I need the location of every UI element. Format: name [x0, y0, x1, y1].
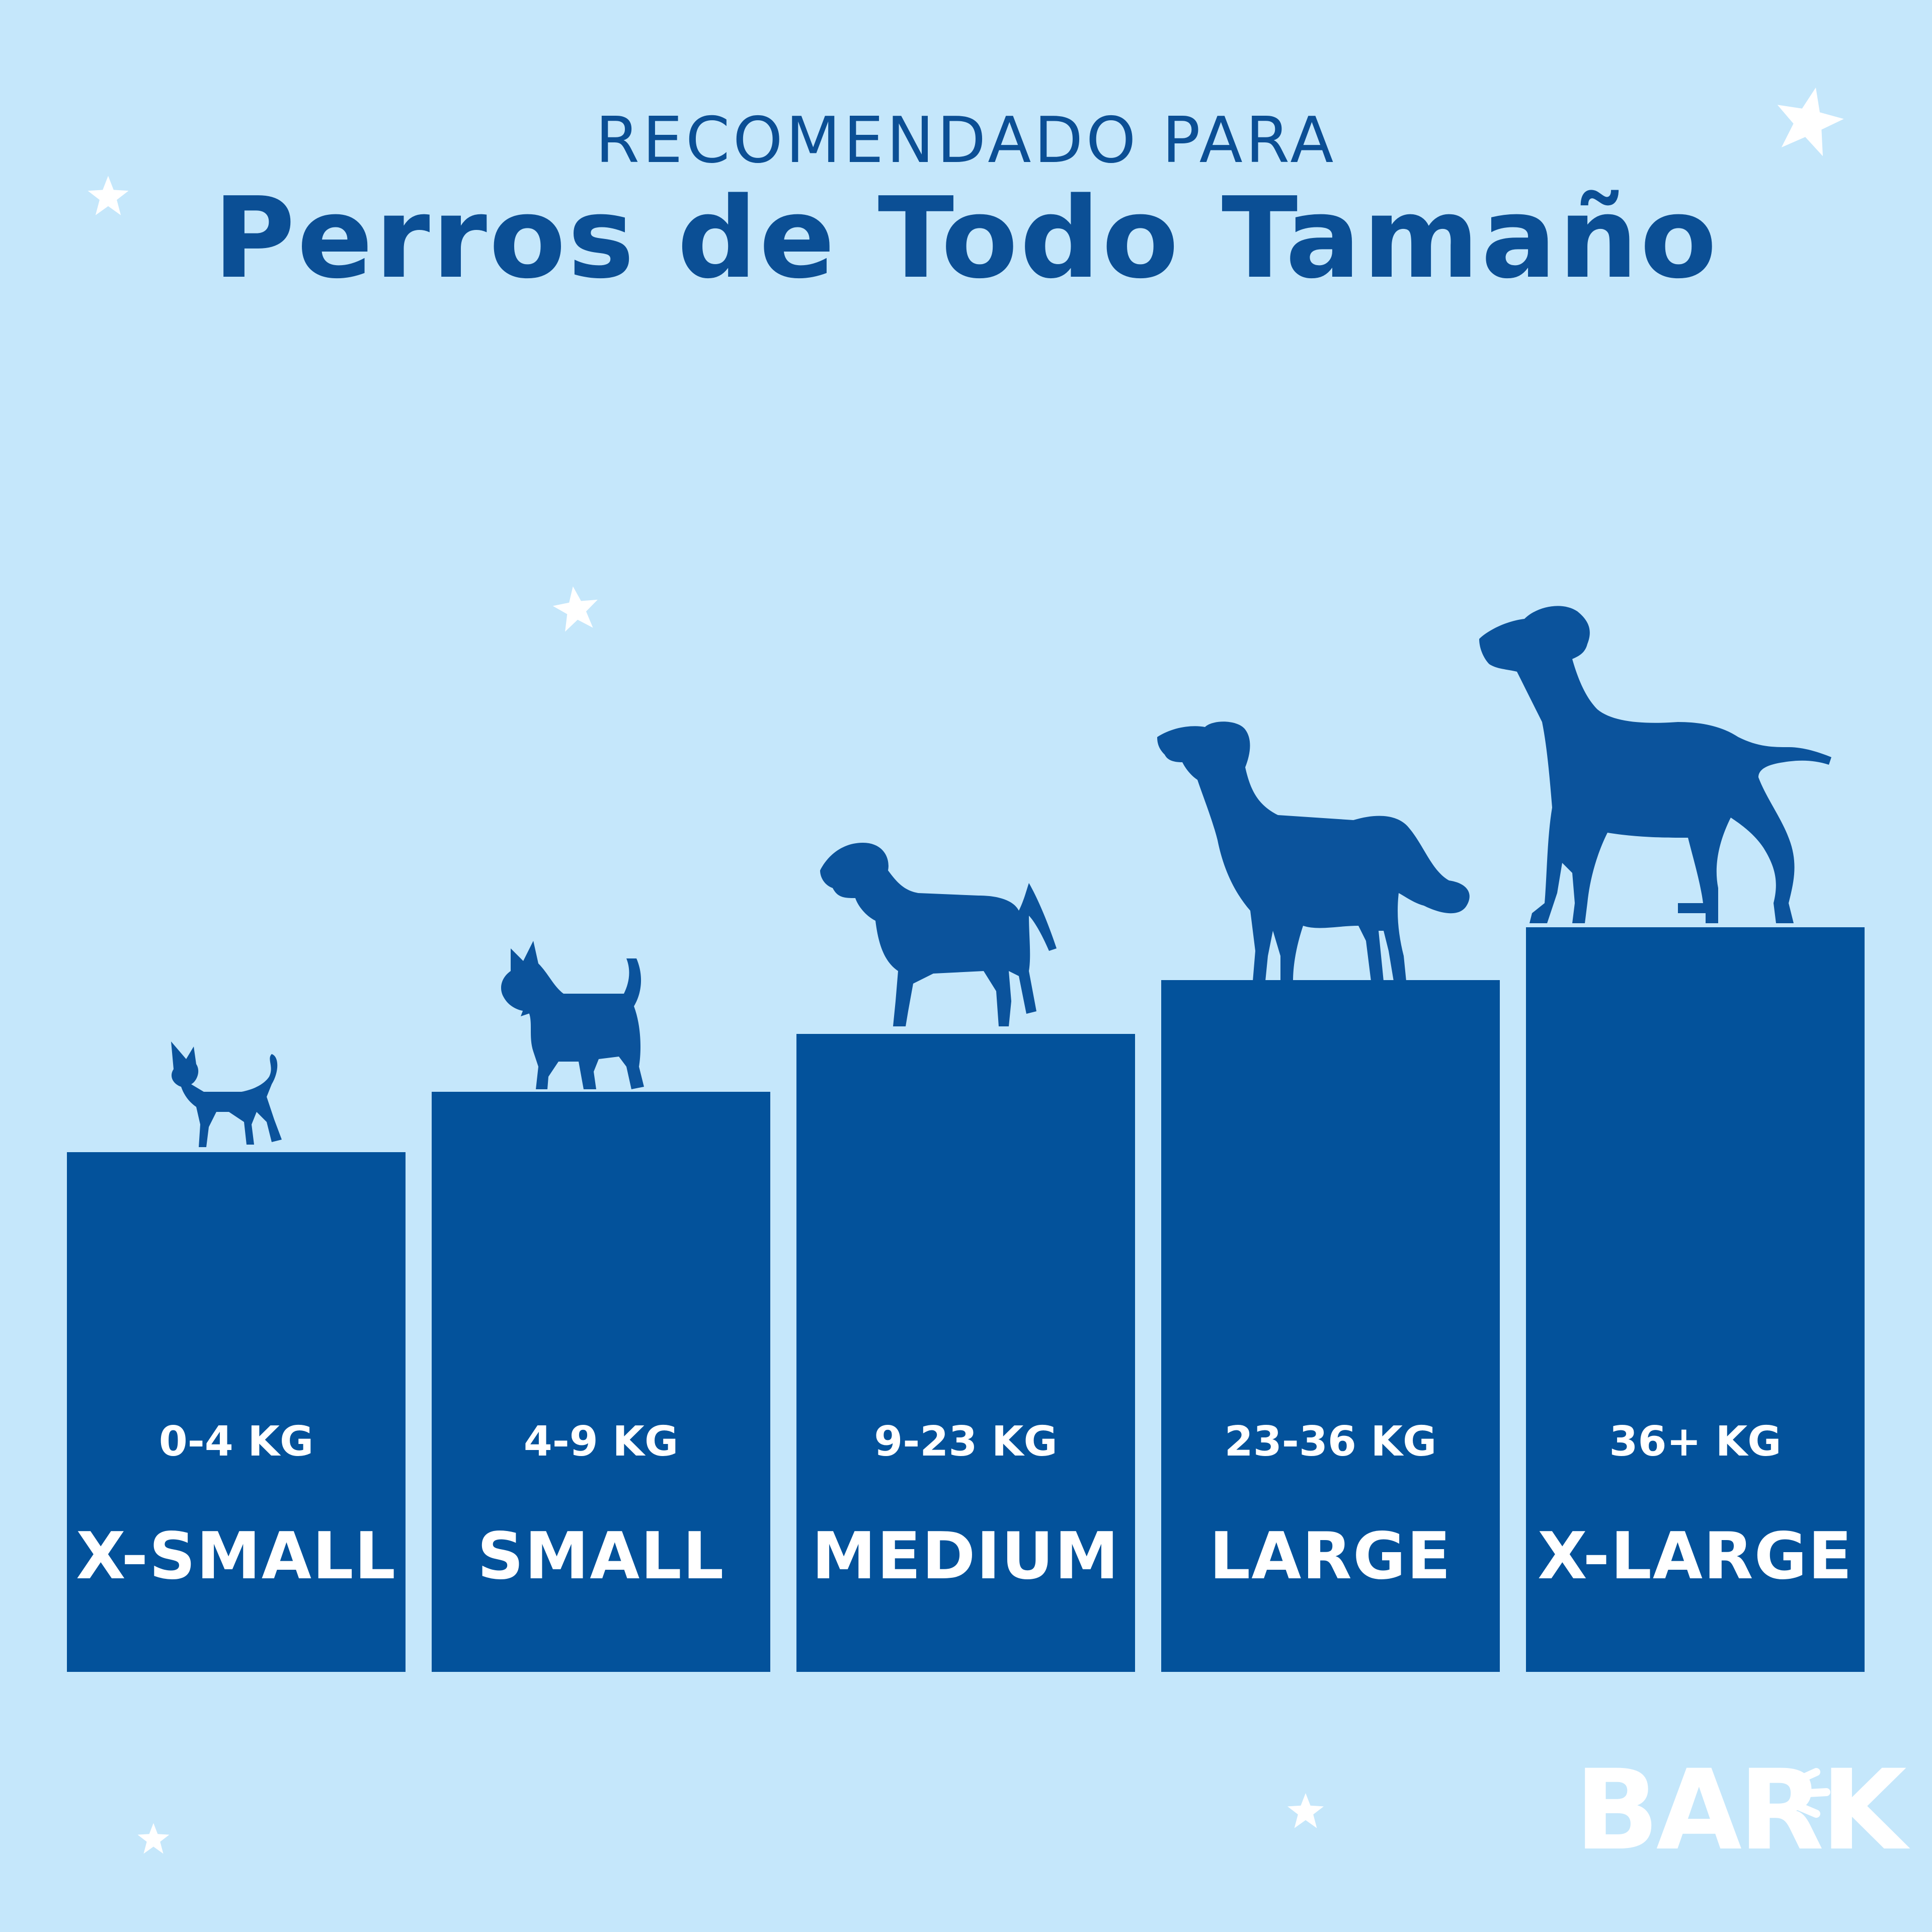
weight-label: 0-4 KG — [158, 1418, 314, 1466]
page-title: Perros de Todo Tamaño — [213, 174, 1719, 303]
size-step-x-small: 0-4 KG X-SMALL — [67, 1152, 406, 1672]
size-step-medium: 9-23 KG MEDIUM — [796, 1034, 1135, 1672]
size-step-large: 23-36 KG LARGE — [1161, 980, 1500, 1672]
size-step-small: 4-9 KG SMALL — [432, 1092, 770, 1672]
weight-label: 4-9 KG — [523, 1418, 679, 1466]
size-label: X-LARGE — [1537, 1519, 1854, 1594]
size-step-x-large: 36+ KG X-LARGE — [1526, 927, 1865, 1672]
weight-label: 23-36 KG — [1224, 1418, 1437, 1466]
logo-rays-icon — [1792, 1768, 1830, 1818]
size-label: LARGE — [1209, 1519, 1452, 1594]
pointer-icon — [1479, 606, 1831, 923]
size-label: SMALL — [477, 1519, 725, 1594]
star-icon — [1287, 1793, 1324, 1828]
retriever-icon — [1157, 721, 1470, 981]
size-label: MEDIUM — [812, 1519, 1120, 1594]
star-icon — [1777, 87, 1844, 156]
medium-dog-icon — [820, 843, 1057, 1026]
star-icon — [137, 1823, 170, 1854]
size-label: X-SMALL — [75, 1519, 397, 1594]
star-icon — [88, 176, 129, 215]
subtitle: RECOMENDADO PARA — [595, 103, 1337, 177]
brand-logo: BARK — [1575, 1746, 1907, 1875]
weight-label: 36+ KG — [1609, 1418, 1782, 1466]
chihuahua-icon — [171, 1041, 282, 1147]
terrier-icon — [501, 941, 644, 1089]
star-icon — [552, 586, 598, 632]
weight-label: 9-23 KG — [874, 1418, 1058, 1466]
